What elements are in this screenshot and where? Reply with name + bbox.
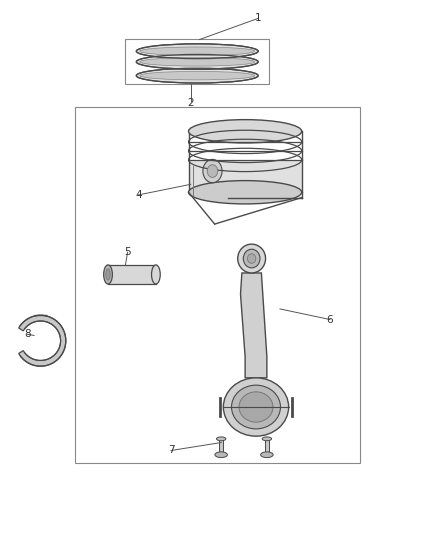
Text: 5: 5 <box>124 247 131 257</box>
Text: 6: 6 <box>327 314 333 325</box>
Ellipse shape <box>247 254 256 263</box>
Polygon shape <box>240 273 267 378</box>
Ellipse shape <box>136 44 258 59</box>
Ellipse shape <box>239 392 273 422</box>
Bar <box>108 265 156 284</box>
Ellipse shape <box>140 47 254 55</box>
Ellipse shape <box>243 249 260 268</box>
Text: 1: 1 <box>255 13 261 23</box>
Ellipse shape <box>106 269 110 280</box>
Bar <box>219 439 223 455</box>
Bar <box>265 439 269 455</box>
Text: 2: 2 <box>187 98 194 108</box>
FancyBboxPatch shape <box>188 160 302 192</box>
Ellipse shape <box>188 181 302 204</box>
Ellipse shape <box>216 437 226 441</box>
Ellipse shape <box>136 54 258 69</box>
Ellipse shape <box>152 265 160 284</box>
Ellipse shape <box>188 119 302 143</box>
Ellipse shape <box>238 244 265 273</box>
Text: 4: 4 <box>135 190 142 200</box>
Ellipse shape <box>140 58 254 66</box>
Ellipse shape <box>215 452 227 458</box>
Text: 8: 8 <box>24 329 31 340</box>
Ellipse shape <box>262 437 272 441</box>
Ellipse shape <box>232 385 280 429</box>
Ellipse shape <box>136 68 258 83</box>
Circle shape <box>203 159 222 183</box>
Bar <box>125 38 269 84</box>
Ellipse shape <box>104 265 113 284</box>
Bar <box>75 108 360 463</box>
Ellipse shape <box>261 452 273 458</box>
Ellipse shape <box>140 71 254 80</box>
Circle shape <box>207 165 218 177</box>
Text: 7: 7 <box>168 446 174 456</box>
Ellipse shape <box>223 378 289 436</box>
Polygon shape <box>19 316 66 366</box>
